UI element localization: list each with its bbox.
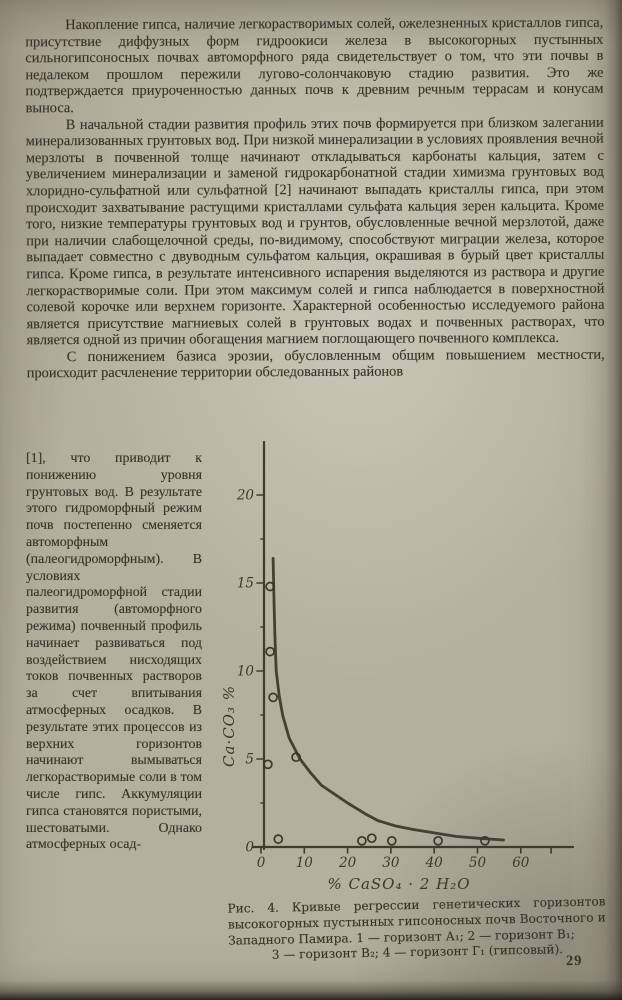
paragraph-1: Накопление гипса, наличие легкорастворим… bbox=[25, 14, 604, 117]
figure-caption-main: Рис. 4. Кривые регрессии генетических го… bbox=[227, 894, 606, 948]
scan-edge-right bbox=[606, 0, 622, 1000]
y-tick-label: 20 bbox=[236, 488, 255, 504]
data-point bbox=[357, 835, 367, 846]
x-tick-label: 50 bbox=[469, 855, 487, 871]
y-axis-label: Ca·CO₃ % bbox=[221, 685, 238, 767]
main-text-block: Накопление гипса, наличие легкорастворим… bbox=[25, 15, 605, 383]
paragraph-2: В начальной стадии развития профиль этих… bbox=[25, 114, 605, 349]
data-point bbox=[265, 646, 275, 657]
y-tick-label: 0 bbox=[245, 840, 254, 856]
x-axis-label: % CaSO₄ · 2 H₂O bbox=[327, 875, 470, 893]
y-tick-label: 15 bbox=[237, 576, 254, 592]
data-point bbox=[273, 834, 284, 844]
figure-chart-svg: 0 10 20 30 40 50 60 0 5 10 15 20 % CaSO₄ · 2 H₂O Ca·C… bbox=[220, 440, 575, 893]
figure-caption: Рис. 4. Кривые регрессии генетических го… bbox=[227, 894, 606, 964]
data-point bbox=[366, 833, 377, 844]
x-tick-label: 30 bbox=[382, 855, 400, 871]
x-tick-label: 10 bbox=[296, 855, 314, 871]
left-column-text: [1], что приводит к понижению уровня гру… bbox=[26, 451, 202, 853]
data-point bbox=[433, 835, 443, 846]
x-tick-label: 0 bbox=[257, 855, 266, 871]
paragraph-3-intro: С понижением базиса эрозии, обусловленны… bbox=[26, 346, 605, 382]
figure-4: 0 10 20 30 40 50 60 0 5 10 15 20 % CaSO₄ · 2 H₂O Ca·C… bbox=[220, 436, 615, 898]
data-point bbox=[291, 752, 301, 763]
data-point bbox=[263, 759, 273, 770]
data-point bbox=[268, 692, 278, 703]
x-tick-label: 20 bbox=[338, 855, 357, 871]
regression-curve bbox=[271, 557, 505, 842]
data-point bbox=[265, 581, 275, 592]
page-number: 29 bbox=[565, 952, 583, 970]
data-point bbox=[480, 835, 490, 846]
scan-edge-bottom bbox=[0, 980, 622, 1000]
x-tick-label: 40 bbox=[425, 855, 444, 871]
y-tick-label: 5 bbox=[245, 752, 254, 768]
y-tick-label: 10 bbox=[237, 664, 255, 680]
data-point bbox=[386, 835, 397, 846]
x-tick-label: 60 bbox=[512, 855, 530, 871]
